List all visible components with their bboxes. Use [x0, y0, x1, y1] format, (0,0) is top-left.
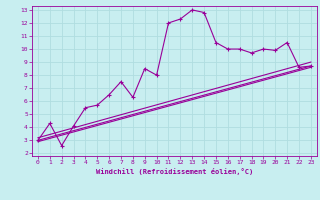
X-axis label: Windchill (Refroidissement éolien,°C): Windchill (Refroidissement éolien,°C) — [96, 168, 253, 175]
